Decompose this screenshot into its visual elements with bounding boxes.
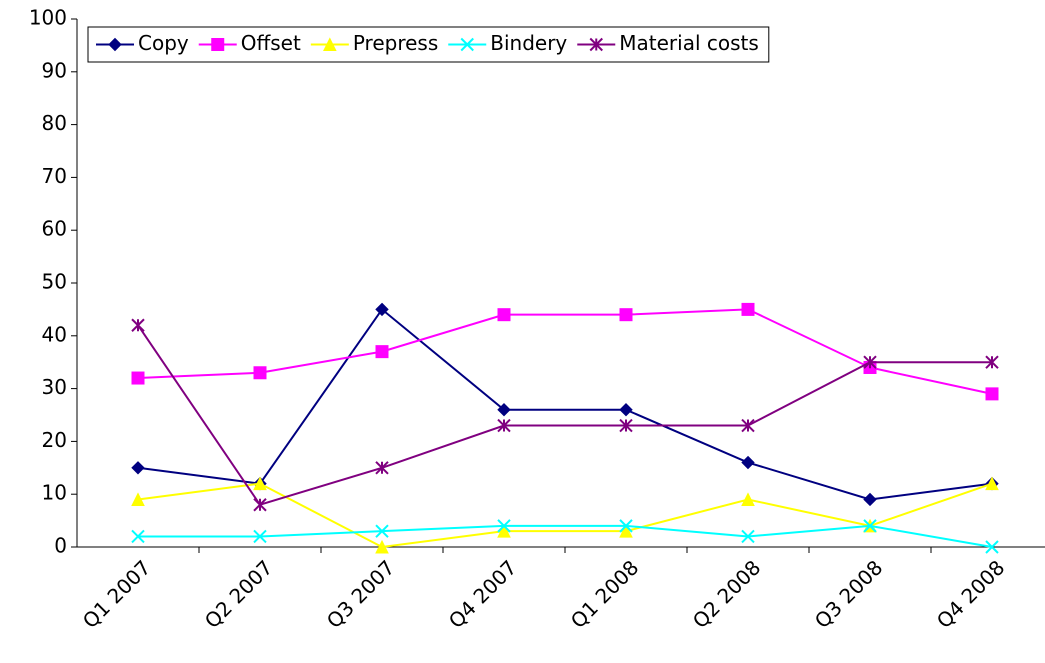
marker [497, 524, 511, 538]
marker [741, 302, 755, 316]
y-tick-label: 50 [42, 270, 67, 294]
marker [253, 498, 267, 512]
marker [985, 387, 999, 401]
marker [375, 345, 389, 359]
marker [253, 366, 267, 380]
marker [131, 318, 145, 332]
marker [497, 519, 511, 533]
marker [375, 302, 389, 317]
marker [460, 37, 474, 52]
x-tick-label: Q2 2007 [200, 555, 278, 633]
x-tick-label: Q4 2007 [444, 555, 522, 633]
marker [863, 355, 877, 369]
series-line [137, 308, 993, 395]
y-tick-label: 20 [42, 428, 67, 452]
series-line [138, 524, 993, 548]
x-tick-label: Q1 2008 [566, 555, 644, 633]
marker [497, 308, 511, 322]
x-tick-label: Q1 2007 [78, 555, 156, 633]
legend-label: Copy [138, 31, 189, 55]
marker [863, 519, 877, 533]
marker [619, 308, 633, 322]
marker [131, 529, 145, 544]
marker [741, 492, 755, 506]
marker [863, 492, 877, 507]
marker [619, 524, 633, 538]
series-line [137, 324, 992, 506]
marker [375, 461, 389, 475]
legend: Copy Offset Prepress Bindery Material costs [87, 26, 770, 63]
marker [211, 38, 225, 51]
marker [985, 355, 999, 369]
marker [985, 540, 999, 554]
x-tick-label: Q4 2008 [932, 555, 1010, 633]
y-tick-label: 0 [54, 534, 67, 558]
marker [375, 539, 389, 554]
marker [985, 476, 999, 491]
y-tick-label: 40 [42, 322, 67, 346]
marker [589, 37, 603, 52]
y-tick-label: 30 [42, 375, 67, 399]
x-tick-label: Q3 2007 [322, 555, 400, 633]
marker [323, 37, 337, 51]
y-tick-label: 100 [29, 6, 67, 30]
x-tick-label: Q3 2008 [810, 555, 888, 633]
x-tick-label: Q2 2008 [688, 555, 766, 633]
marker [497, 403, 511, 417]
marker [497, 418, 511, 433]
legend-label: Bindery [490, 31, 567, 55]
marker [253, 476, 267, 491]
marker [741, 455, 755, 470]
marker [619, 519, 633, 533]
marker [375, 524, 389, 538]
marker [619, 403, 633, 417]
y-tick-label: 70 [42, 164, 67, 188]
marker [131, 492, 145, 506]
marker [741, 418, 755, 433]
y-tick-label: 10 [42, 481, 67, 505]
y-tick-label: 80 [42, 111, 67, 135]
marker [619, 418, 633, 433]
series-line [137, 307, 993, 501]
y-tick-label: 90 [42, 58, 67, 82]
marker [253, 529, 267, 544]
marker [741, 529, 755, 544]
legend-label: Offset [241, 31, 301, 55]
series-line [137, 482, 993, 549]
marker [131, 461, 145, 475]
legend-label: Material costs [619, 31, 759, 55]
legend-label: Prepress [353, 31, 438, 55]
marker [131, 371, 145, 385]
y-tick-label: 60 [42, 217, 67, 241]
marker [108, 37, 122, 52]
